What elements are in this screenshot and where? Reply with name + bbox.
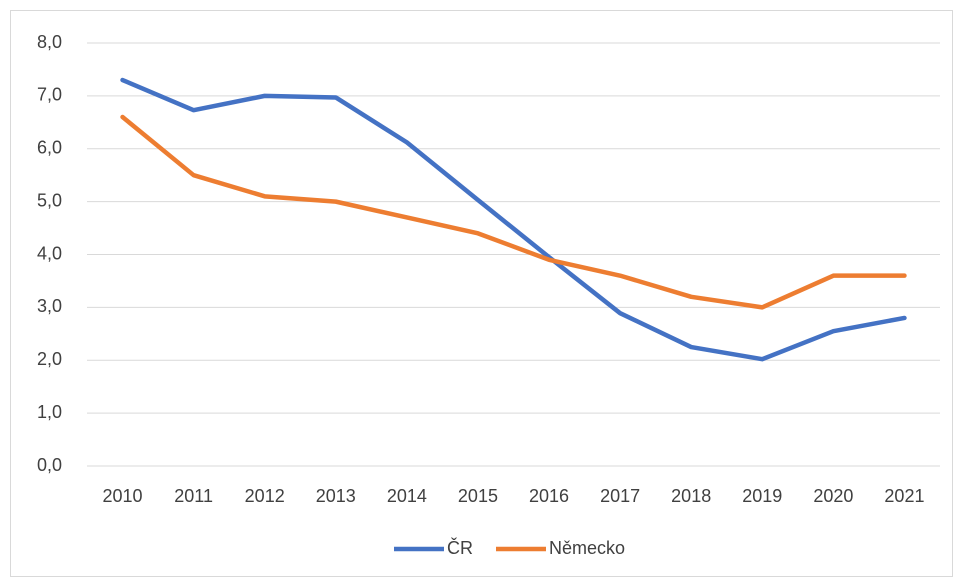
- y-tick-label: 4,0: [37, 243, 62, 263]
- y-tick-label: 1,0: [37, 402, 62, 422]
- x-tick-label: 2017: [600, 486, 640, 506]
- x-tick-label: 2014: [387, 486, 427, 506]
- x-tick-label: 2011: [174, 486, 213, 506]
- y-tick-label: 8,0: [37, 32, 62, 52]
- x-tick-label: 2013: [316, 486, 356, 506]
- x-tick-label: 2019: [742, 486, 782, 506]
- y-tick-label: 3,0: [37, 296, 62, 316]
- y-tick-label: 2,0: [37, 349, 62, 369]
- legend-label: ČR: [447, 537, 473, 558]
- x-tick-label: 2020: [813, 486, 853, 506]
- x-tick-label: 2012: [245, 486, 285, 506]
- series-line: [120, 77, 907, 362]
- x-tick-label: 2016: [529, 486, 569, 506]
- legend-label: Německo: [549, 538, 625, 558]
- x-tick-label: 2018: [671, 486, 711, 506]
- y-tick-label: 7,0: [37, 85, 62, 105]
- y-tick-label: 6,0: [37, 138, 62, 158]
- y-tick-label: 0,0: [37, 455, 62, 475]
- x-tick-label: 2015: [458, 486, 498, 506]
- x-tick-label: 2010: [103, 486, 143, 506]
- y-tick-label: 5,0: [37, 190, 62, 210]
- series-line: [120, 114, 907, 310]
- x-tick-label: 2021: [884, 486, 924, 506]
